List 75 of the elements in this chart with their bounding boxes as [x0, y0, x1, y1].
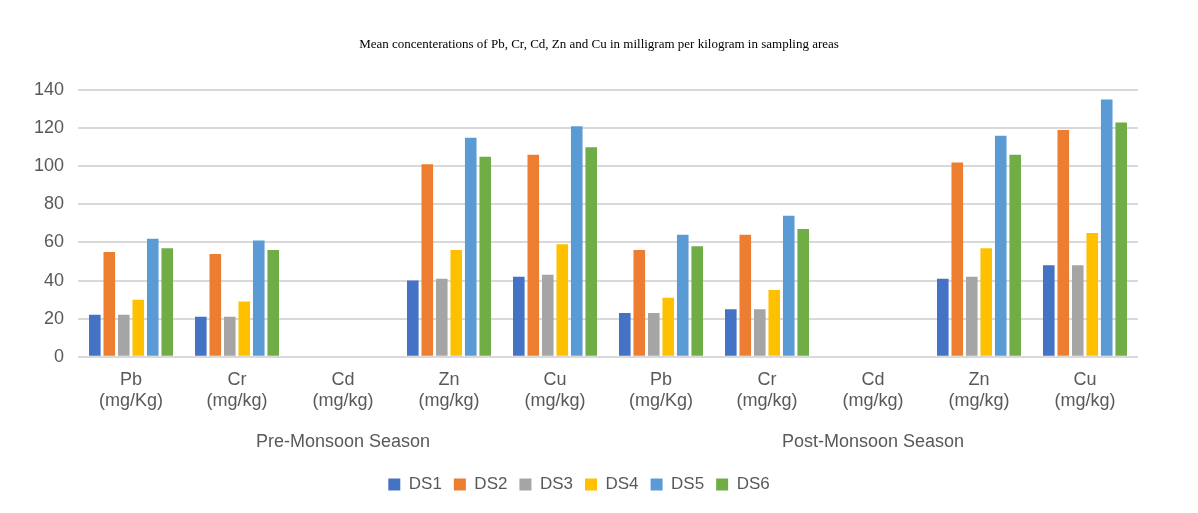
bar — [103, 251, 116, 356]
y-tick-label: 0 — [54, 345, 65, 366]
legend-label: DS2 — [474, 474, 508, 494]
x-tick-label: Cr (mg/kg) — [206, 368, 268, 411]
bar — [421, 164, 434, 356]
x-tick-label: Cd (mg/kg) — [312, 368, 374, 411]
x-tick-label: Cr (mg/kg) — [736, 368, 798, 411]
bar — [676, 234, 689, 356]
bar — [725, 309, 737, 356]
bar — [585, 147, 598, 356]
bar — [435, 278, 448, 356]
legend-label: DS4 — [605, 474, 639, 494]
bar — [146, 238, 159, 356]
bar — [450, 250, 463, 356]
bar — [1057, 130, 1070, 356]
bar — [407, 280, 419, 356]
bar — [951, 162, 964, 356]
y-tick-label: 80 — [44, 193, 65, 214]
bar — [1042, 265, 1055, 356]
bar — [994, 135, 1007, 356]
bar — [479, 156, 492, 356]
bar — [161, 248, 174, 356]
bar — [527, 154, 540, 356]
y-tick-label: 120 — [33, 117, 65, 138]
bar — [195, 316, 207, 356]
chart-title: Mean concenterations of Pb, Cr, Cd, Zn and Cu in milligram per kilogram in sampling areas — [358, 36, 840, 52]
x-tick-label: Zn (mg/kg) — [948, 368, 1010, 411]
bar — [1071, 265, 1084, 356]
bar — [513, 276, 525, 356]
legend-label: DS1 — [408, 474, 442, 494]
y-tick-label: 100 — [33, 155, 65, 176]
text: Post-Monsoon Season — [781, 430, 965, 451]
bar — [691, 246, 704, 356]
x-tick-label: Pb (mg/Kg) — [99, 368, 164, 411]
x-tick-label: Cd (mg/kg) — [842, 368, 904, 411]
bar — [980, 248, 993, 356]
bar — [1086, 232, 1099, 356]
y-tick-label: 60 — [44, 231, 65, 252]
legend-label: DS3 — [539, 474, 574, 494]
bar — [633, 250, 646, 356]
bar — [647, 312, 660, 356]
bar — [768, 290, 781, 356]
bar — [223, 316, 236, 356]
bar — [739, 234, 752, 356]
bar — [464, 137, 477, 356]
bar — [132, 299, 145, 356]
legend-label: DS6 — [736, 474, 770, 494]
bar — [1100, 99, 1113, 356]
bar — [570, 126, 583, 356]
bar — [937, 278, 949, 356]
y-tick-label: 20 — [44, 307, 65, 328]
bar — [252, 240, 265, 356]
y-tick-label: 140 — [33, 78, 65, 99]
bar — [541, 274, 554, 356]
bar — [753, 309, 766, 356]
bar — [797, 229, 810, 356]
x-tick-label: Cu (mg/kg) — [524, 368, 586, 411]
text: Pre-Monsoon Season — [255, 430, 431, 451]
bar — [965, 276, 978, 356]
bar — [209, 253, 222, 356]
bar — [1009, 154, 1022, 356]
bar — [619, 312, 631, 356]
x-tick-label: Pb (mg/Kg) — [629, 368, 694, 411]
bar — [89, 314, 101, 356]
bar — [267, 250, 280, 356]
bar — [117, 314, 130, 356]
legend-label: DS5 — [671, 474, 705, 494]
bar — [1115, 122, 1128, 356]
y-tick-label: 40 — [44, 269, 65, 290]
bar — [238, 301, 251, 356]
bar — [556, 244, 569, 356]
x-tick-label: Cu (mg/kg) — [1054, 368, 1116, 411]
bar — [782, 215, 795, 356]
x-tick-label: Zn (mg/kg) — [418, 368, 480, 411]
bar — [662, 297, 675, 356]
